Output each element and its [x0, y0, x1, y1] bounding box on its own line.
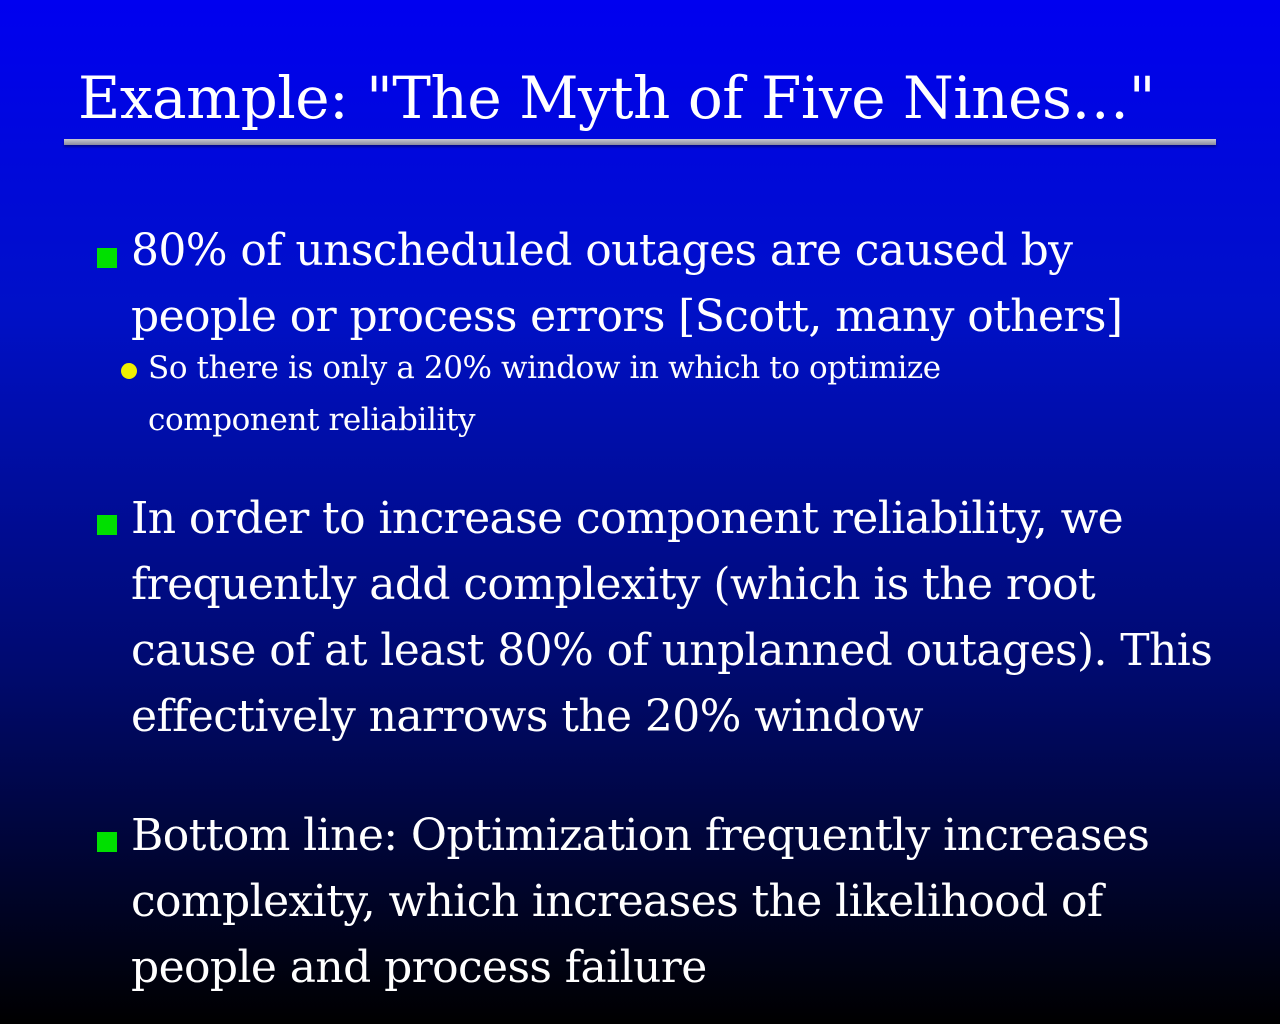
bullet-text: Bottom line: Optimization frequently inc…	[131, 810, 1150, 993]
slide-title: Example: "The Myth of Five Nines…"	[78, 64, 1155, 132]
title-divider	[64, 139, 1216, 145]
green-square-icon	[97, 832, 117, 852]
green-square-icon	[97, 515, 117, 535]
sub-bullet-text: So there is only a 20% window in which t…	[148, 350, 941, 438]
bullet-text: 80% of unscheduled outages are caused by…	[131, 225, 1123, 342]
green-square-icon	[97, 248, 117, 268]
bullet-text: In order to increase component reliabili…	[131, 493, 1213, 742]
yellow-dot-icon	[121, 363, 137, 379]
